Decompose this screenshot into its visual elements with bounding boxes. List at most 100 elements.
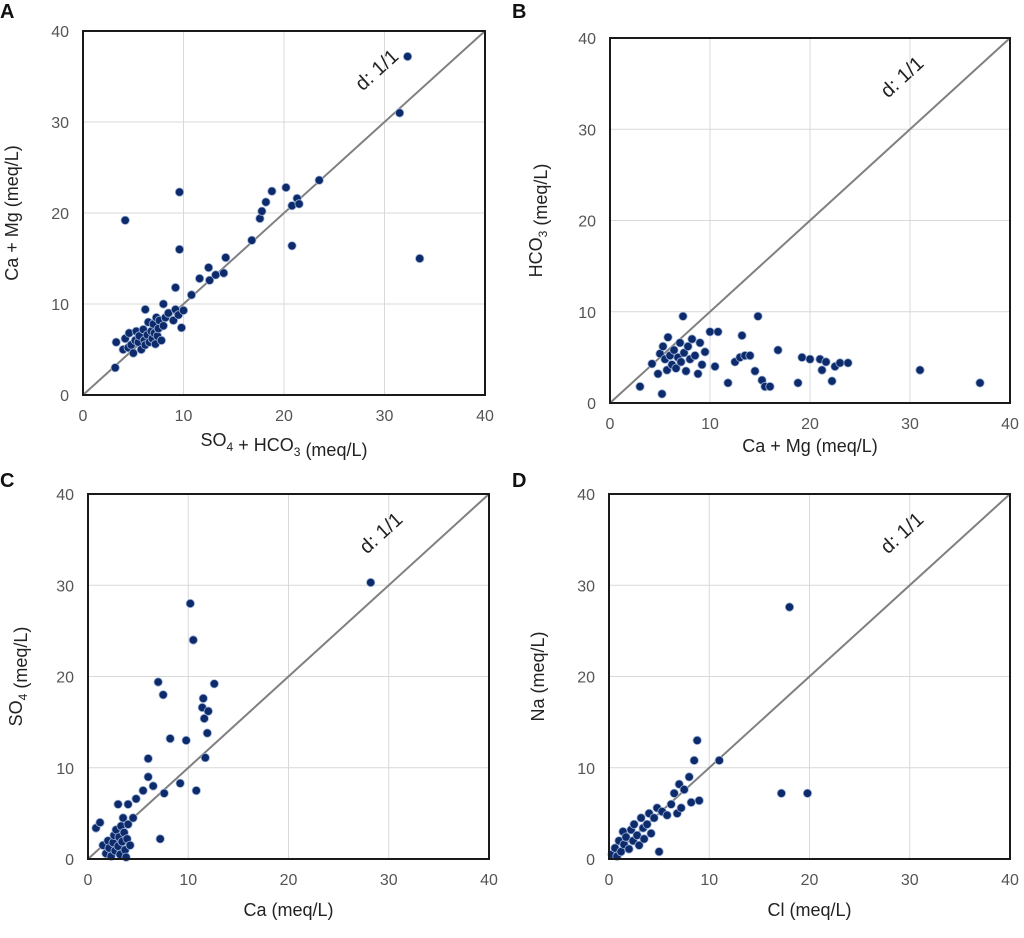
axis-label-subscript: 4 [227, 440, 234, 454]
data-point [402, 51, 413, 62]
data-point [713, 327, 723, 337]
data-point [700, 347, 710, 357]
data-point [140, 304, 150, 315]
data-point [692, 735, 702, 745]
data-point [204, 262, 214, 273]
data-point [191, 785, 201, 796]
x-axis-label: Ca (meq/L) [243, 900, 333, 920]
data-point [111, 337, 121, 347]
axis-label-part: Na (meq/L) [528, 631, 548, 721]
data-point [753, 311, 763, 321]
x-tick-label: 20 [280, 872, 298, 889]
data-point [366, 577, 376, 588]
data-point [174, 244, 185, 254]
y-tick-label: 10 [577, 761, 595, 778]
data-point [975, 378, 985, 388]
data-point [200, 753, 210, 763]
data-point [158, 299, 168, 309]
x-tick-label: 30 [901, 416, 919, 433]
data-point [654, 847, 664, 857]
data-point [657, 389, 667, 399]
data-point [163, 308, 173, 318]
y-tick-label: 20 [577, 670, 595, 687]
data-point [181, 735, 191, 745]
data-point [138, 785, 148, 796]
y-tick-label: 40 [51, 24, 69, 41]
data-point [676, 357, 686, 367]
data-point [737, 330, 747, 341]
data-point [639, 834, 649, 844]
diagonal-1-1-line [608, 493, 1011, 860]
x-tick-label: 10 [700, 872, 718, 889]
data-point [158, 321, 168, 331]
data-point [153, 677, 163, 687]
data-point [186, 290, 197, 300]
axis-label-part: (meq/L) [11, 627, 31, 694]
data-point [185, 598, 195, 609]
y-tick-label: 30 [577, 578, 595, 595]
data-point [178, 305, 189, 315]
data-point [176, 323, 187, 333]
x-axis-label: Cl (meq/L) [767, 900, 851, 920]
data-point [681, 366, 691, 376]
y-axis-label: HCO3 (meq/L) [526, 164, 551, 278]
x-tick-label: 40 [480, 872, 498, 889]
axis-label-subscript: 3 [536, 230, 550, 237]
data-point [634, 840, 644, 850]
diagonal-1-1-line [87, 493, 490, 860]
data-point [209, 679, 219, 689]
data-point [642, 819, 652, 829]
data-point [199, 713, 209, 724]
data-point [797, 352, 807, 362]
data-point [629, 819, 639, 829]
data-point [710, 361, 720, 372]
x-tick-label: 40 [476, 408, 494, 425]
x-tick-label: 10 [701, 416, 719, 433]
y-axis-label: Ca + Mg (meq/L) [2, 145, 22, 281]
data-point [662, 810, 672, 820]
data-point [765, 381, 775, 392]
y-tick-label: 40 [577, 487, 595, 504]
data-point [198, 693, 208, 703]
data-point [821, 357, 831, 367]
y-tick-label: 0 [587, 396, 596, 413]
data-point [679, 784, 689, 795]
data-point [143, 772, 153, 782]
data-point [287, 241, 297, 251]
data-point [123, 819, 133, 829]
data-point [205, 275, 215, 285]
plot-frame [82, 30, 486, 396]
data-point [723, 378, 733, 388]
data-point [827, 376, 837, 386]
y-axis-label: Na (meq/L) [528, 631, 548, 721]
data-point [671, 363, 681, 373]
y-tick-label: 10 [51, 297, 69, 314]
data-point [621, 832, 631, 842]
data-point [646, 828, 656, 838]
data-point [156, 335, 166, 345]
data-point [658, 341, 668, 351]
data-point [683, 341, 693, 351]
axis-label-part: (meq/L) [531, 164, 551, 231]
x-tick-label: 0 [606, 416, 615, 433]
x-tick-label: 10 [175, 408, 193, 425]
data-point [143, 753, 153, 764]
data-point [155, 834, 165, 844]
axis-label-part: HCO [526, 237, 546, 277]
plot-frame [87, 493, 490, 860]
x-axis-label: SO4 + HCO3 (meq/L) [201, 430, 368, 460]
data-point [693, 369, 703, 379]
x-axis-label: Ca + Mg (meq/L) [742, 436, 878, 456]
axis-label-part: Cl (meq/L) [767, 900, 851, 920]
y-tick-label: 30 [56, 578, 74, 595]
data-point [694, 795, 704, 806]
axis-label-subscript: 3 [294, 445, 301, 459]
data-point [678, 311, 688, 321]
data-point [257, 206, 267, 216]
axis-label-part: SO [6, 700, 26, 726]
data-point [802, 788, 813, 798]
x-tick-label: 0 [605, 872, 614, 889]
